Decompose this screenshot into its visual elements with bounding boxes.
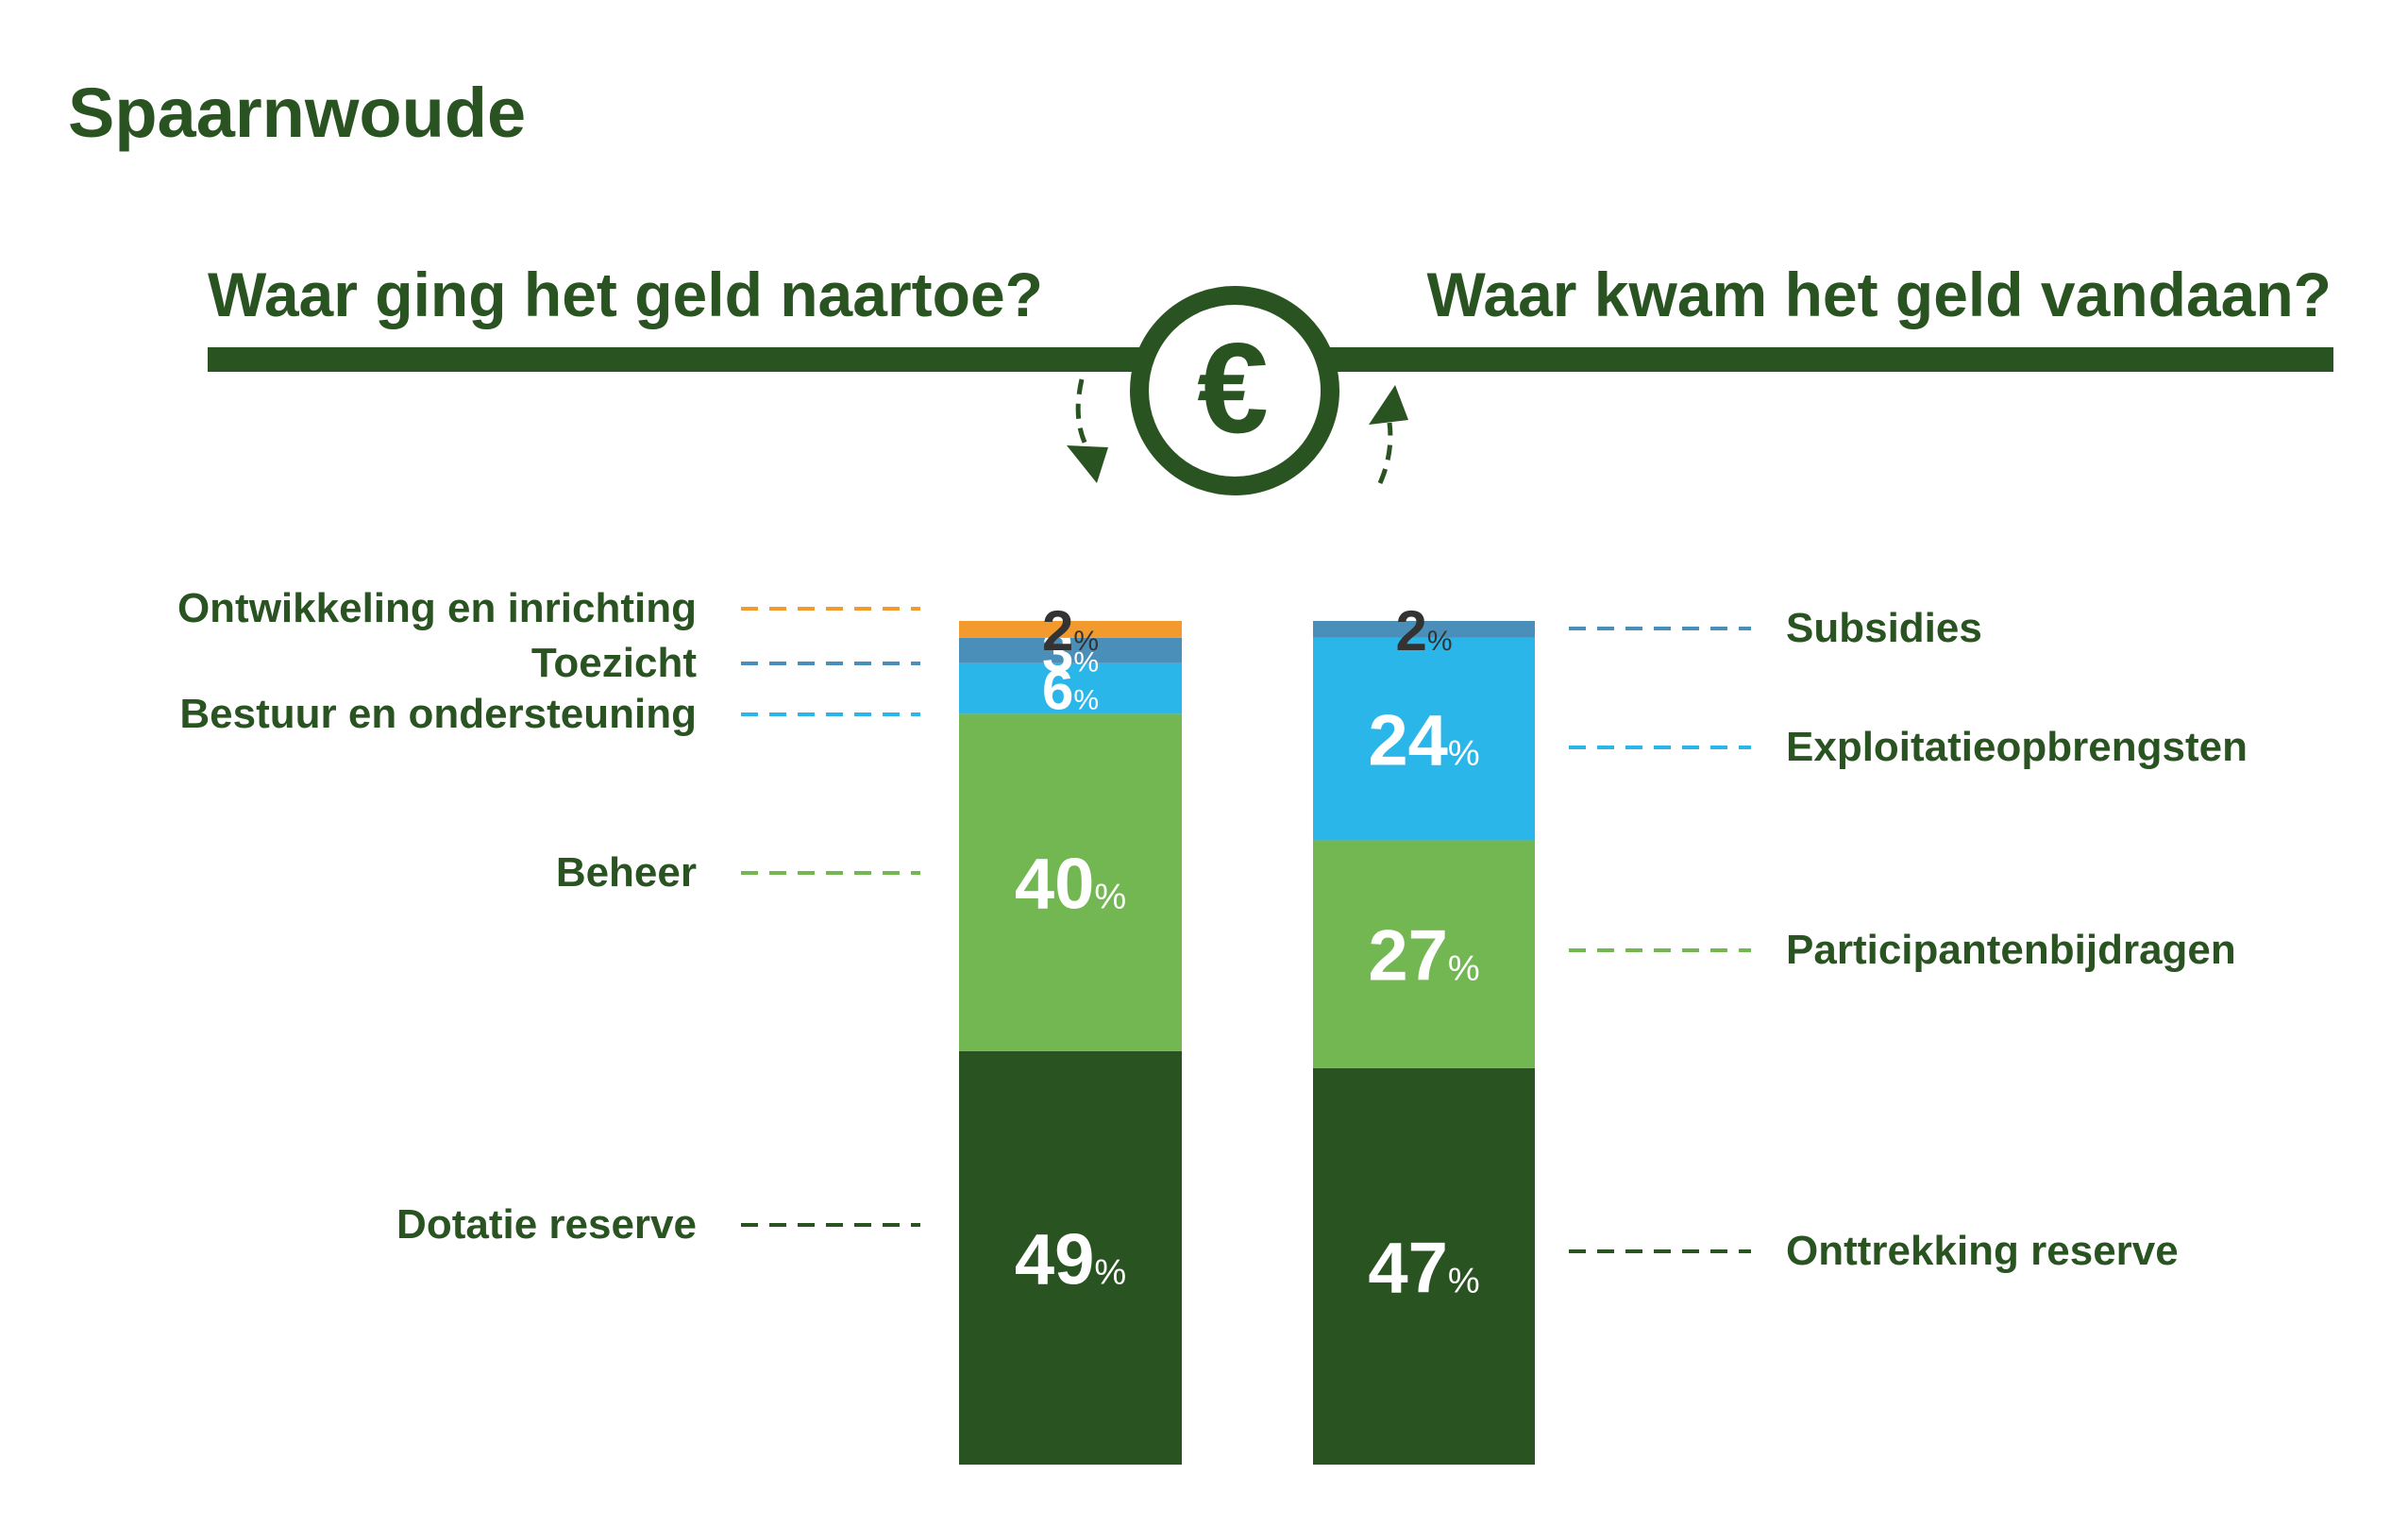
bar-segment-participantenbijdragen — [1313, 840, 1535, 1068]
data-label-onttrekking-reserve: 47% — [1368, 1228, 1479, 1308]
heading-rule-left — [208, 347, 1161, 372]
bar-segment-toezicht — [959, 637, 1182, 663]
stacked-bar-left: 49% Dotatie reserve 40% Beheer 6% Bestuur en … — [177, 585, 1182, 1465]
data-label-dotatie-reserve: 49% — [1015, 1219, 1126, 1299]
bar-segment-bestuur-en-ondersteuning — [959, 662, 1182, 714]
legend-label-onttrekking-reserve: Onttrekking reserve — [1786, 1228, 2179, 1274]
euro-circle-icon: € — [1130, 286, 1339, 495]
data-label-beheer: 40% — [1015, 845, 1126, 925]
legend-label-dotatie-reserve: Dotatie reserve — [396, 1201, 697, 1248]
data-label-participantenbijdragen: 27% — [1368, 915, 1479, 996]
data-label-exploitatieopbrengsten: 24% — [1368, 701, 1479, 781]
data-label-bestuur-en-ondersteuning: 6% — [1042, 659, 1099, 722]
legend-label-participantenbijdragen: Participantenbijdragen — [1786, 927, 2236, 973]
bar-segment-dotatie-reserve — [959, 1050, 1182, 1465]
data-label-subsidies: 2% — [1395, 599, 1452, 662]
legend-label-toezicht: Toezicht — [531, 640, 698, 686]
curved-arrow-up-icon — [1369, 385, 1408, 485]
heading-rule-right — [1314, 347, 2333, 372]
stacked-bar-right: 47% Onttrekking reserve 27% Participantenbi… — [1313, 599, 2248, 1465]
heading-right: Waar kwam het geld vandaan? — [1427, 260, 2332, 329]
page-title: Spaarnwoude — [68, 74, 526, 152]
bar-segment-onttrekking-reserve — [1313, 1067, 1535, 1465]
data-label-ontwikkeling-en-inrichting: 2% — [1042, 599, 1099, 662]
legend-label-bestuur-en-ondersteuning: Bestuur en ondersteuning — [179, 691, 697, 737]
heading-left: Waar ging het geld naartoe? — [208, 260, 1043, 329]
legend-label-exploitatieopbrengsten: Exploitatieopbrengsten — [1786, 724, 2248, 770]
euro-symbol: € — [1197, 316, 1269, 460]
bar-segment-beheer — [959, 713, 1182, 1051]
legend-label-ontwikkeling-en-inrichting: Ontwikkeling en inrichting — [177, 585, 697, 631]
bar-segment-exploitatieopbrengsten — [1313, 637, 1535, 841]
curved-arrow-down-icon — [1067, 378, 1108, 483]
bar-segment-ontwikkeling-en-inrichting — [959, 621, 1182, 638]
legend-label-beheer: Beheer — [556, 849, 697, 896]
bar-segment-subsidies — [1313, 621, 1535, 638]
legend-label-subsidies: Subsidies — [1786, 605, 1982, 651]
